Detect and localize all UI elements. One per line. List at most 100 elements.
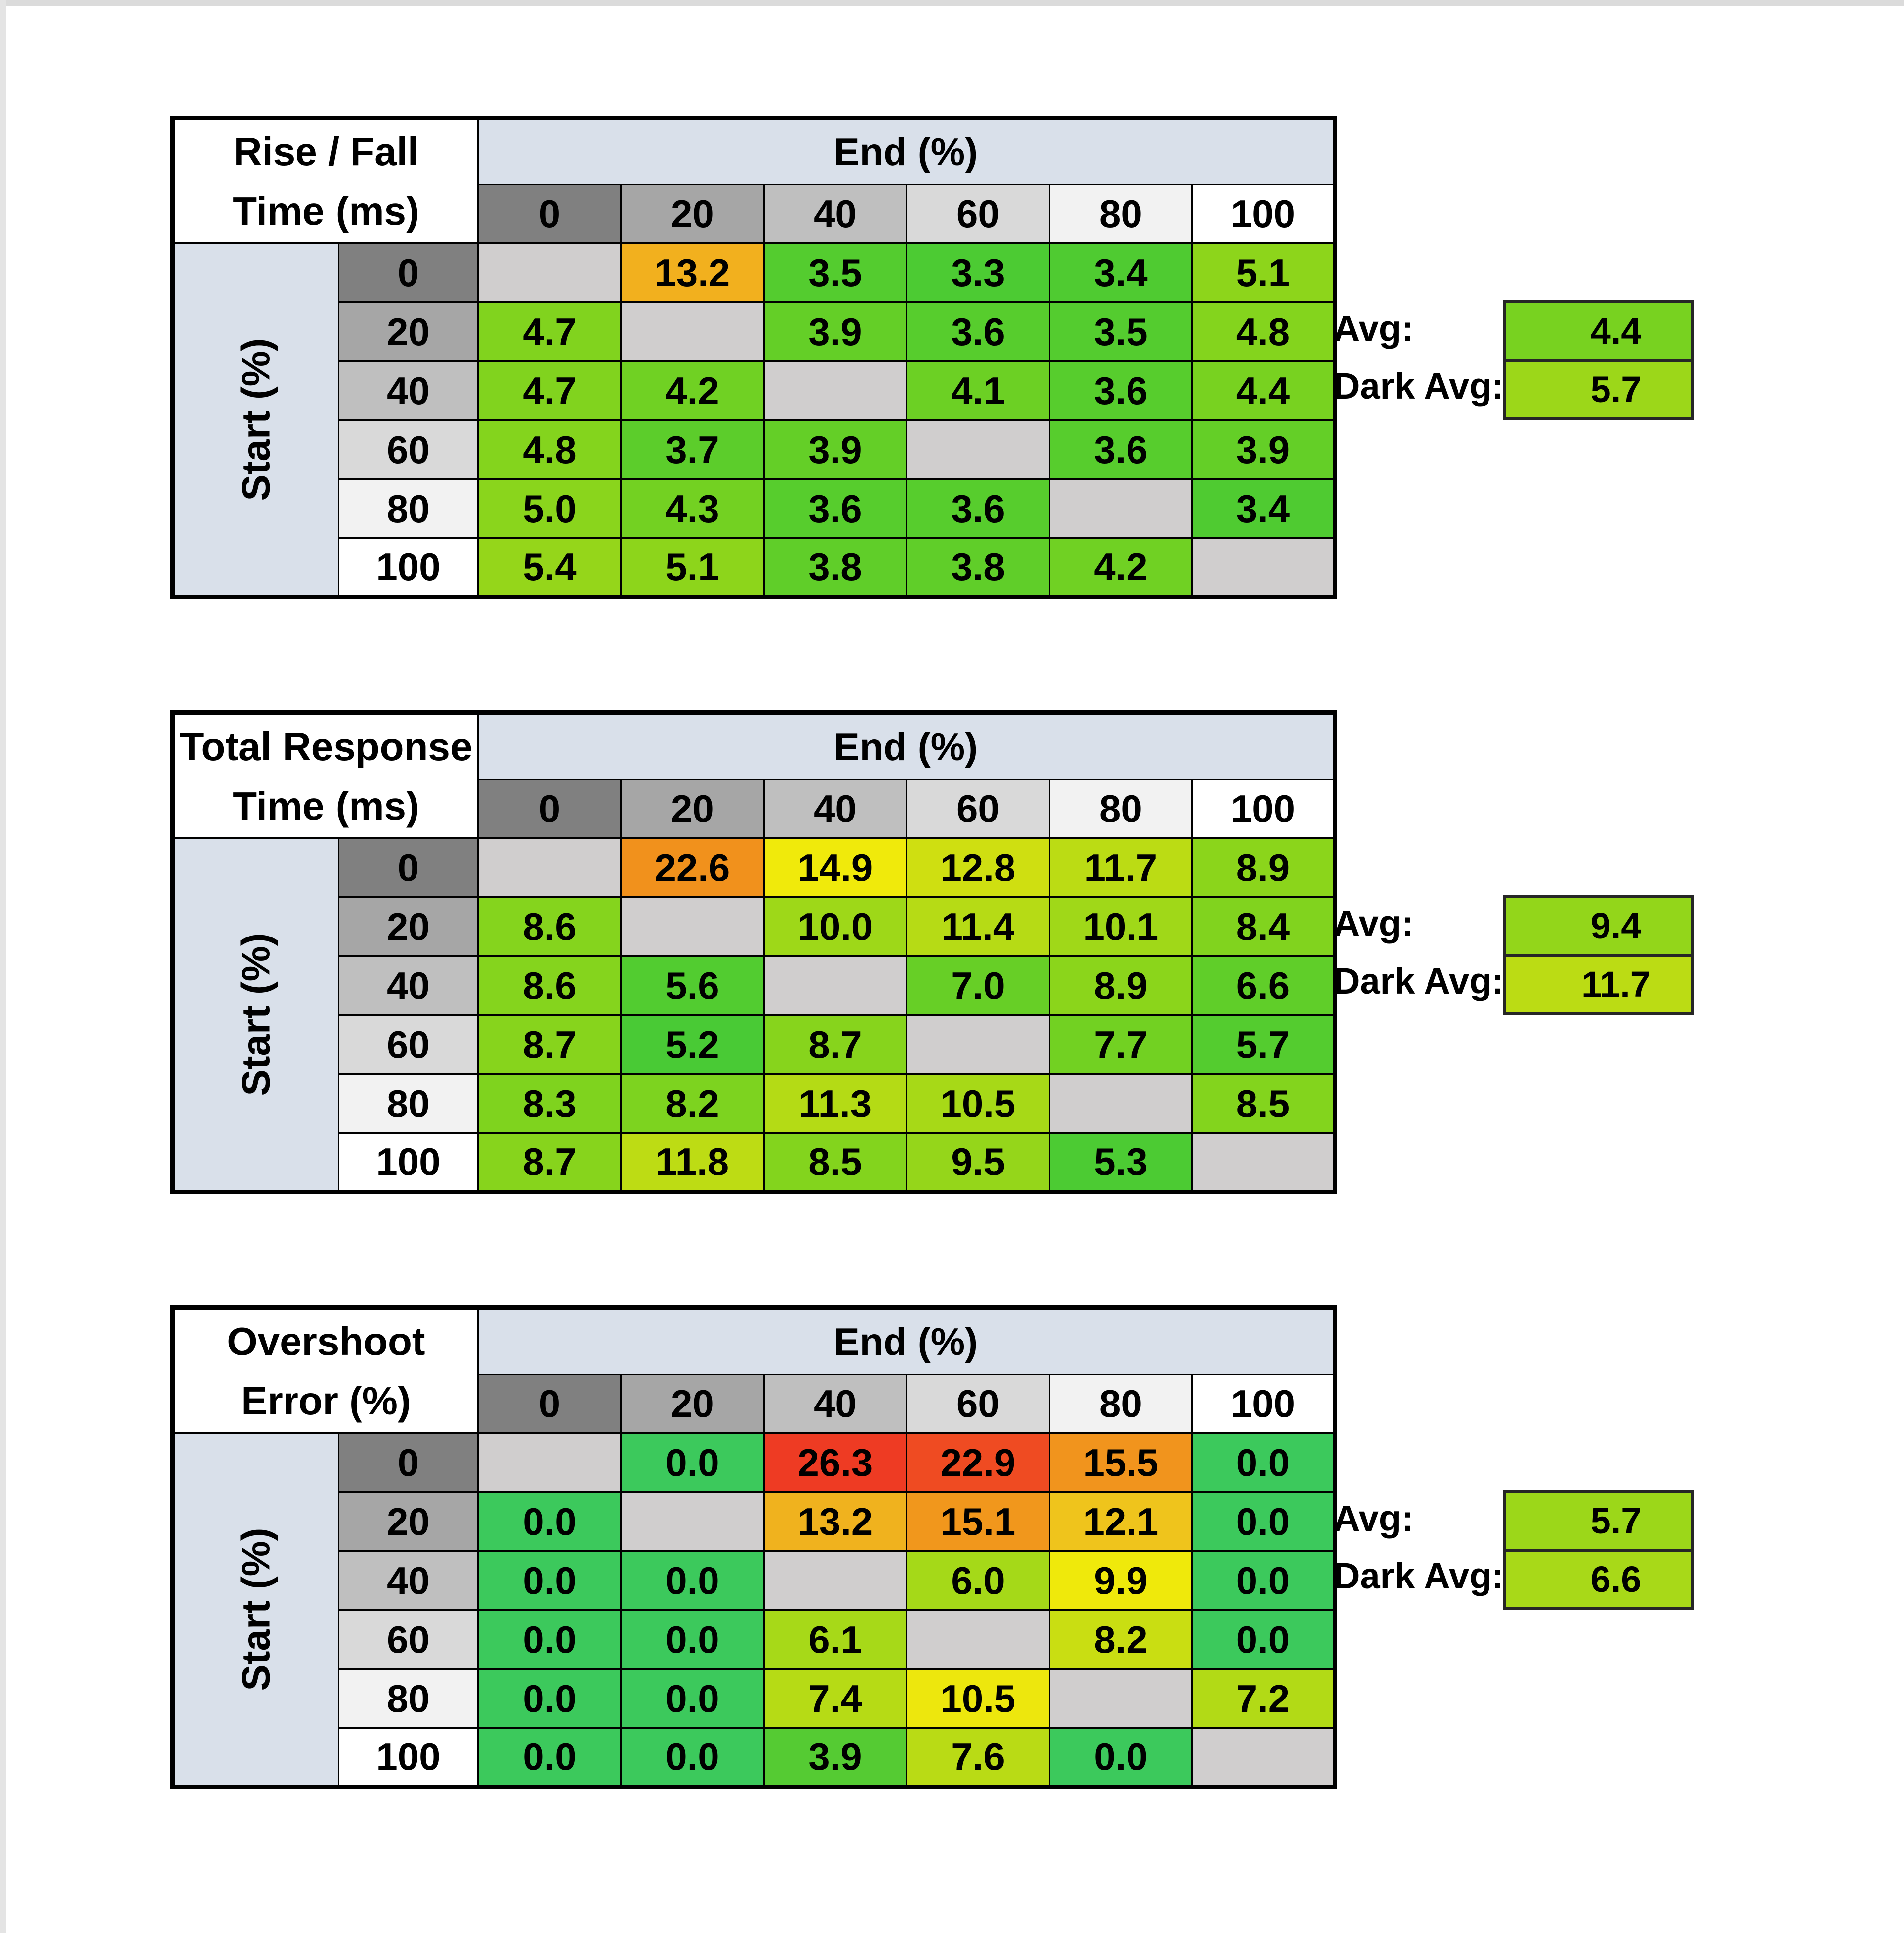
row-header-60: 60 — [337, 419, 479, 480]
value-cell-r100-c80: 0.0 — [1048, 1727, 1193, 1788]
value-cell-r80-c40: 7.4 — [763, 1668, 907, 1729]
column-header-100: 100 — [1191, 184, 1336, 244]
value-cell-r20-c60: 15.1 — [905, 1491, 1050, 1552]
blank-diagonal-cell-r1-c1 — [620, 1491, 765, 1552]
value-cell-r60-c0: 4.8 — [477, 419, 622, 480]
value-cell-r0-c60: 3.3 — [905, 242, 1050, 303]
column-header-0: 0 — [477, 184, 622, 244]
overshoot-heatmap-table: Overshoot Error (%) End (%) 0 20 40 60 80 100 Sta… — [170, 1305, 1337, 1789]
value-cell-r20-c0: 0.0 — [477, 1491, 622, 1552]
value-cell-r40-c80: 9.9 — [1048, 1550, 1193, 1611]
value-cell-r0-c80: 15.5 — [1048, 1432, 1193, 1493]
blank-diagonal-cell-r3-c3 — [905, 1014, 1050, 1075]
value-cell-r60-c0: 8.7 — [477, 1014, 622, 1075]
column-header-60: 60 — [905, 1374, 1050, 1434]
value-cell-r80-c60: 3.6 — [905, 478, 1050, 539]
row-header-100: 100 — [337, 1132, 479, 1193]
value-cell-r40-c60: 7.0 — [905, 955, 1050, 1016]
value-cell-r40-c0: 0.0 — [477, 1550, 622, 1611]
value-cell-r80-c100: 7.2 — [1191, 1668, 1336, 1729]
value-cell-r100-c0: 8.7 — [477, 1132, 622, 1193]
start-percent-label: Start (%) — [172, 242, 339, 598]
avg-label: Avg: — [1333, 903, 1414, 944]
table-title-line2: Time (ms) — [233, 783, 419, 828]
row-header-40: 40 — [337, 955, 479, 1016]
avg-label: Avg: — [1333, 308, 1414, 349]
value-cell-r60-c20: 0.0 — [620, 1609, 765, 1670]
value-cell-r60-c80: 8.2 — [1048, 1609, 1193, 1670]
value-cell-r60-c80: 7.7 — [1048, 1014, 1193, 1075]
row-header-20: 20 — [337, 1491, 479, 1552]
blank-diagonal-cell-r4-c4 — [1048, 478, 1193, 539]
column-header-40: 40 — [763, 1374, 907, 1434]
value-cell-r100-c0: 0.0 — [477, 1727, 622, 1788]
avg-label: Avg: — [1333, 1498, 1414, 1539]
row-header-100: 100 — [337, 1727, 479, 1788]
row-header-60: 60 — [337, 1609, 479, 1670]
value-cell-r80-c20: 0.0 — [620, 1668, 765, 1729]
value-cell-r80-c0: 8.3 — [477, 1073, 622, 1134]
value-cell-r20-c60: 3.6 — [905, 301, 1050, 362]
dark-avg-value: 11.7 — [1506, 957, 1691, 1012]
value-cell-r0-c80: 3.4 — [1048, 242, 1193, 303]
page-left-edge — [0, 0, 6, 1933]
start-percent-label: Start (%) — [172, 1432, 339, 1788]
dark-avg-value: 6.6 — [1506, 1552, 1691, 1607]
value-cell-r100-c80: 5.3 — [1048, 1132, 1193, 1193]
column-header-0: 0 — [477, 1374, 622, 1434]
value-cell-r20-c40: 3.9 — [763, 301, 907, 362]
value-cell-r80-c60: 10.5 — [905, 1073, 1050, 1134]
value-cell-r100-c80: 4.2 — [1048, 537, 1193, 598]
value-cell-r40-c60: 6.0 — [905, 1550, 1050, 1611]
value-cell-r20-c0: 4.7 — [477, 301, 622, 362]
blank-diagonal-cell-r3-c3 — [905, 419, 1050, 480]
blank-diagonal-cell-r3-c3 — [905, 1609, 1050, 1670]
value-cell-r100-c40: 3.9 — [763, 1727, 907, 1788]
value-cell-r20-c100: 8.4 — [1191, 896, 1336, 957]
row-header-0: 0 — [337, 1432, 479, 1493]
value-cell-r20-c80: 10.1 — [1048, 896, 1193, 957]
value-cell-r40-c20: 5.6 — [620, 955, 765, 1016]
value-cell-r100-c60: 9.5 — [905, 1132, 1050, 1193]
row-header-0: 0 — [337, 837, 479, 898]
column-header-40: 40 — [763, 184, 907, 244]
value-cell-r0-c20: 22.6 — [620, 837, 765, 898]
blank-diagonal-cell-r2-c2 — [763, 1550, 907, 1611]
blank-diagonal-cell-r0-c0 — [477, 837, 622, 898]
value-cell-r100-c60: 3.8 — [905, 537, 1050, 598]
value-cell-r80-c40: 11.3 — [763, 1073, 907, 1134]
value-cell-r0-c20: 0.0 — [620, 1432, 765, 1493]
row-header-20: 20 — [337, 896, 479, 957]
value-cell-r100-c40: 8.5 — [763, 1132, 907, 1193]
value-cell-r40-c80: 3.6 — [1048, 360, 1193, 421]
column-header-20: 20 — [620, 779, 765, 839]
total-response-table-section: Total Response Time (ms) End (%) 0 20 40 60 80 1… — [170, 710, 1886, 1194]
value-cell-r60-c100: 5.7 — [1191, 1014, 1336, 1075]
dark-avg-value: 5.7 — [1506, 362, 1691, 417]
end-percent-header: End (%) — [477, 1307, 1336, 1375]
column-header-80: 80 — [1048, 779, 1193, 839]
blank-diagonal-cell-r5-c5 — [1191, 537, 1336, 598]
value-cell-r60-c100: 3.9 — [1191, 419, 1336, 480]
value-cell-r20-c80: 3.5 — [1048, 301, 1193, 362]
value-cell-r0-c60: 22.9 — [905, 1432, 1050, 1493]
value-cell-r40-c0: 4.7 — [477, 360, 622, 421]
table-title: Overshoot Error (%) — [172, 1307, 479, 1434]
column-header-40: 40 — [763, 779, 907, 839]
table-title: Total Response Time (ms) — [172, 712, 479, 839]
avg-boxes: 5.7 6.6 — [1503, 1490, 1694, 1610]
value-cell-r0-c100: 8.9 — [1191, 837, 1336, 898]
value-cell-r80-c100: 8.5 — [1191, 1073, 1336, 1134]
value-cell-r100-c20: 11.8 — [620, 1132, 765, 1193]
table-title-line2: Time (ms) — [233, 188, 419, 233]
value-cell-r0-c100: 5.1 — [1191, 242, 1336, 303]
avg-boxes: 4.4 5.7 — [1503, 300, 1694, 420]
start-percent-label-text: Start (%) — [234, 1527, 278, 1691]
value-cell-r100-c20: 5.1 — [620, 537, 765, 598]
row-header-80: 80 — [337, 1668, 479, 1729]
value-cell-r60-c20: 5.2 — [620, 1014, 765, 1075]
value-cell-r60-c80: 3.6 — [1048, 419, 1193, 480]
row-header-80: 80 — [337, 1073, 479, 1134]
value-cell-r20-c100: 4.8 — [1191, 301, 1336, 362]
blank-diagonal-cell-r2-c2 — [763, 955, 907, 1016]
